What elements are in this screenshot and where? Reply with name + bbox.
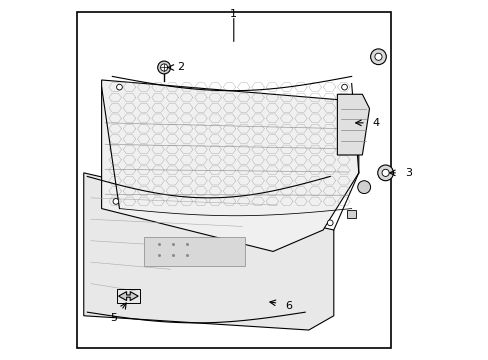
Text: 6: 6 (285, 301, 292, 311)
Circle shape (381, 169, 388, 176)
Polygon shape (83, 173, 333, 330)
Circle shape (377, 165, 393, 181)
Text: 4: 4 (372, 118, 379, 128)
Polygon shape (102, 80, 358, 251)
Text: 1: 1 (230, 9, 237, 19)
Circle shape (116, 84, 122, 90)
Bar (144, 237, 244, 266)
Bar (346, 210, 355, 218)
Circle shape (370, 49, 386, 64)
Circle shape (326, 220, 332, 226)
Text: 2: 2 (176, 63, 183, 72)
Circle shape (160, 64, 167, 71)
Circle shape (374, 53, 381, 60)
Circle shape (113, 199, 119, 204)
Text: 5: 5 (110, 312, 118, 323)
Bar (77, 12, 390, 348)
Circle shape (157, 61, 170, 74)
Circle shape (341, 84, 346, 90)
Polygon shape (337, 94, 369, 155)
Bar (117, 289, 140, 303)
Circle shape (357, 181, 370, 194)
Polygon shape (118, 292, 138, 301)
Text: 3: 3 (405, 168, 411, 178)
